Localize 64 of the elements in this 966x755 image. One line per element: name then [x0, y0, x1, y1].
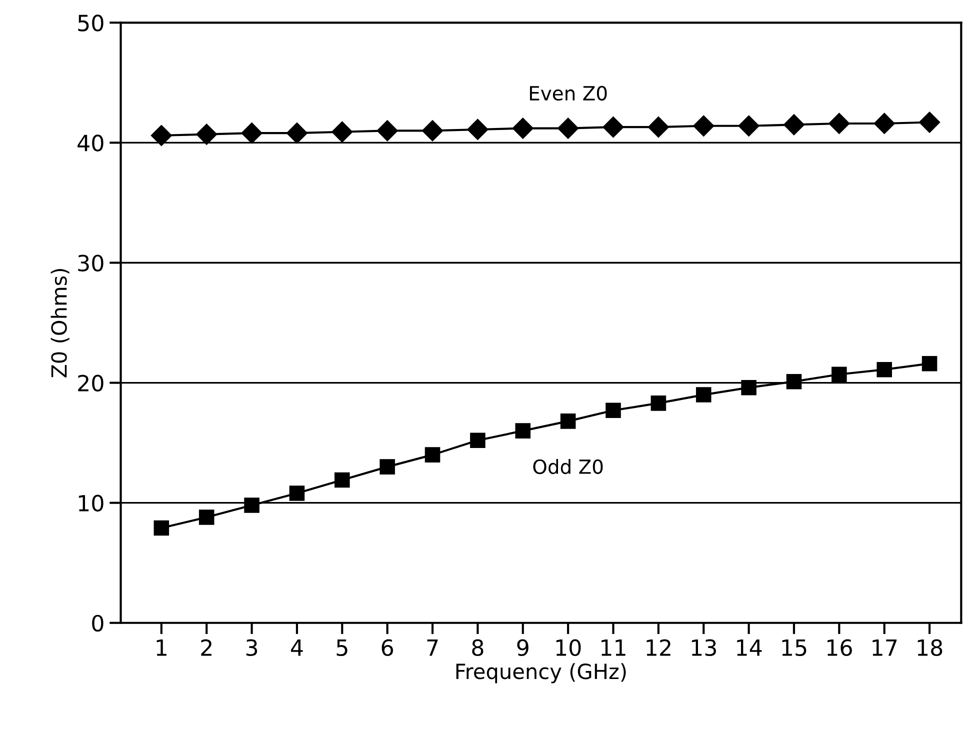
point	[334, 472, 350, 488]
point	[150, 124, 172, 146]
point	[832, 366, 847, 382]
point	[376, 120, 398, 142]
point	[648, 116, 669, 138]
x-tick-label: 7	[427, 640, 438, 656]
x-tick-label: 13	[692, 639, 716, 656]
point	[422, 120, 444, 142]
x-tick-label: 15	[782, 640, 806, 656]
point	[602, 116, 624, 138]
point	[196, 124, 218, 145]
y-tick-label: 50	[78, 14, 104, 32]
y-axis-title: Z0 (Ohms)	[50, 268, 70, 378]
x-tick-label: 2	[201, 639, 212, 656]
y-tick-label: 30	[78, 254, 104, 272]
x-tick-label: 16	[827, 639, 852, 656]
point	[424, 447, 440, 462]
point	[874, 112, 895, 134]
point	[738, 115, 760, 136]
point	[786, 374, 802, 390]
series-label: Even Z0	[530, 86, 607, 101]
point	[512, 118, 534, 139]
point	[876, 362, 892, 378]
point	[922, 356, 938, 372]
x-tick-label: 8	[472, 639, 484, 656]
x-axis-title: Frequency (GHz)	[456, 663, 626, 684]
x-tick-label: 14	[737, 640, 762, 656]
y-tick-label: 0	[92, 614, 104, 632]
point	[241, 122, 262, 144]
point	[470, 432, 486, 448]
point	[741, 380, 756, 396]
point	[606, 402, 621, 418]
point	[332, 121, 353, 142]
point	[244, 498, 260, 513]
y-tick-label: 40	[78, 134, 104, 152]
x-tick-label: 6	[382, 639, 394, 656]
point	[198, 510, 214, 525]
point	[558, 118, 579, 139]
point	[650, 396, 666, 411]
y-tick-label: 10	[78, 494, 104, 512]
point	[467, 118, 488, 140]
x-tick-label: 12	[646, 639, 670, 656]
x-tick-label: 1	[156, 640, 166, 656]
point	[560, 414, 576, 429]
series-label: Odd Z0	[533, 459, 603, 474]
point	[286, 122, 308, 144]
x-tick-label: 11	[602, 640, 626, 656]
point	[693, 115, 714, 136]
point	[380, 459, 395, 474]
point	[828, 112, 850, 134]
x-tick-label: 10	[556, 639, 581, 656]
y-tick-label: 20	[78, 374, 104, 392]
point	[919, 112, 940, 133]
point	[154, 520, 170, 536]
point	[783, 114, 805, 136]
x-tick-label: 4	[290, 640, 303, 656]
x-tick-label: 3	[246, 639, 258, 656]
point	[289, 486, 305, 501]
x-tick-label: 18	[918, 639, 942, 656]
x-tick-label: 5	[336, 640, 348, 656]
point	[515, 423, 531, 438]
point	[696, 387, 712, 402]
x-tick-label: 9	[517, 639, 528, 656]
x-tick-label: 17	[872, 640, 897, 656]
